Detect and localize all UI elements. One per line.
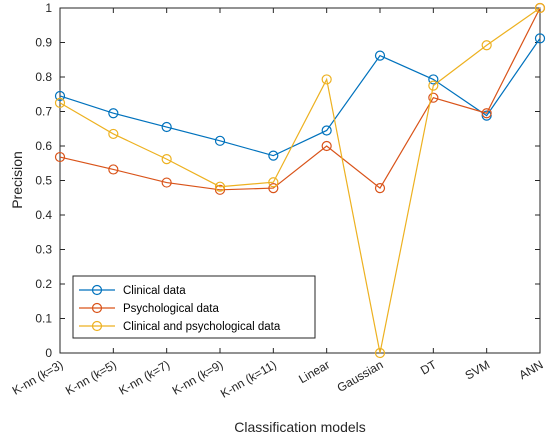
y-tick-label: 0.6	[35, 139, 52, 153]
data-point	[161, 154, 172, 165]
y-tick-label: 0.5	[35, 174, 52, 188]
legend-marker	[91, 284, 103, 296]
y-tick-label: 0.7	[35, 105, 52, 119]
data-point	[54, 97, 66, 108]
legend: Clinical data Psychological data Clinical …	[72, 275, 316, 339]
y-axis: 0 0.1 0.2 0.3 0.4 0.5 0.6 0.7 0.8 0.9 1	[35, 1, 540, 360]
x-tick-label: SVM	[463, 357, 493, 382]
legend-label: Clinical and psychological data	[123, 321, 281, 333]
legend-label: Clinical data	[123, 285, 186, 297]
data-point	[108, 108, 119, 119]
data-point	[374, 182, 386, 194]
data-point	[321, 125, 332, 136]
series-line	[59, 7, 541, 191]
y-tick-label: 0.2	[35, 277, 52, 291]
series-line	[59, 7, 541, 354]
data-point	[428, 74, 439, 85]
data-point	[428, 92, 439, 103]
series-2	[54, 2, 546, 359]
y-tick-label: 1	[45, 1, 52, 15]
y-tick-label: 0.8	[35, 70, 52, 84]
data-point	[214, 181, 226, 192]
y-tick-label: 0.9	[35, 36, 52, 50]
data-point	[481, 110, 492, 121]
x-tick-label: DT	[418, 357, 439, 377]
y-tick-label: 0.1	[35, 312, 52, 326]
y-tick-label: 0.3	[35, 243, 52, 257]
data-point	[481, 108, 492, 119]
x-tick-label: K-nn (k=11)	[218, 357, 279, 400]
data-point	[534, 33, 546, 44]
data-point	[481, 40, 492, 51]
data-point	[268, 177, 279, 188]
data-point	[54, 151, 66, 163]
x-tick-label: K-nn (k=9)	[170, 357, 226, 397]
x-tick-label: K-nn (k=5)	[63, 357, 119, 397]
data-point	[161, 177, 172, 188]
x-tick-label: Linear	[296, 357, 332, 386]
data-point	[268, 150, 279, 161]
legend-box	[72, 275, 316, 339]
x-tick-label: ANN	[517, 357, 546, 382]
y-tick-label: 0.4	[35, 208, 52, 222]
data-point	[161, 121, 172, 133]
data-point	[534, 2, 546, 14]
x-axis-title: Classification models	[234, 419, 366, 435]
data-point	[321, 74, 332, 85]
x-tick-label: K-nn (k=7)	[116, 357, 172, 397]
y-tick-label: 0	[45, 346, 52, 360]
legend-marker	[91, 302, 103, 314]
data-point	[321, 140, 332, 152]
legend-marker	[91, 320, 103, 332]
x-tick-label: Gaussian	[335, 357, 386, 394]
data-point	[108, 128, 119, 140]
data-point	[268, 182, 279, 194]
data-point	[54, 90, 66, 102]
data-point	[214, 135, 226, 146]
data-point	[374, 50, 386, 61]
series-layer	[54, 2, 546, 359]
data-point	[108, 164, 119, 175]
data-point	[214, 184, 226, 195]
series-line	[59, 38, 541, 157]
data-point	[428, 80, 439, 91]
x-tick-label: K-nn (k=3)	[10, 357, 66, 397]
series-0	[54, 33, 546, 161]
y-axis-title: Precision	[9, 151, 25, 209]
data-point	[374, 347, 386, 359]
legend-label: Psychological data	[123, 303, 219, 315]
